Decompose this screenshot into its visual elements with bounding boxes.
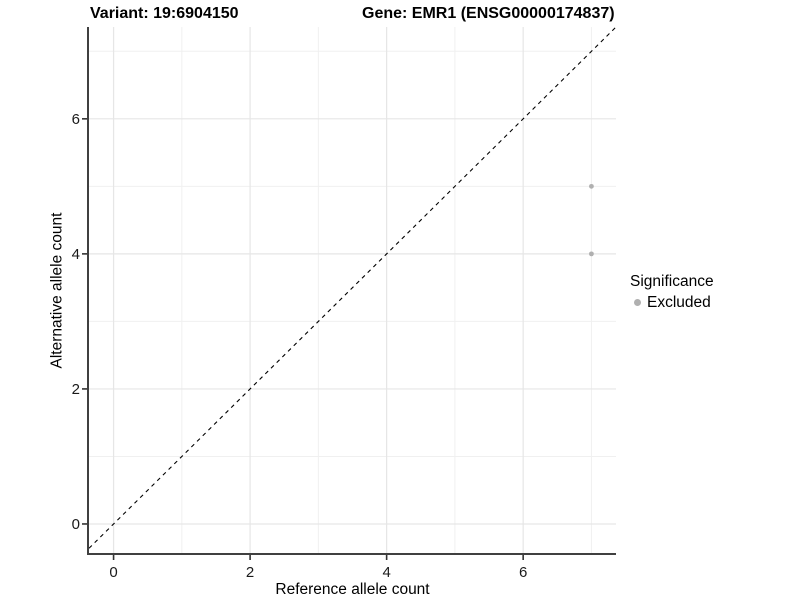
legend-point-icon	[634, 299, 641, 306]
y-tick-label: 0	[72, 516, 80, 533]
x-tick-label: 4	[382, 564, 390, 581]
y-tick-label: 2	[72, 381, 80, 398]
plot-title-variant: Variant: 19:6904150	[90, 5, 239, 22]
y-tick-label: 4	[72, 246, 80, 263]
y-tick-label: 6	[72, 111, 80, 128]
legend-item-label: Excluded	[647, 294, 711, 311]
legend-item-excluded: Excluded	[630, 293, 714, 312]
data-point	[589, 183, 594, 189]
x-tick-label: 0	[109, 564, 117, 581]
y-axis-title: Alternative allele count	[48, 212, 66, 369]
identity-reference-line	[89, 27, 616, 550]
x-tick-label: 2	[246, 564, 254, 581]
legend: Significance Excluded	[630, 272, 714, 312]
legend-title: Significance	[630, 273, 714, 290]
data-point	[589, 251, 594, 257]
x-tick-label: 6	[519, 564, 527, 581]
plot-title-gene: Gene: EMR1 (ENSG00000174837)	[362, 5, 615, 22]
x-axis-title: Reference allele count	[275, 581, 430, 598]
